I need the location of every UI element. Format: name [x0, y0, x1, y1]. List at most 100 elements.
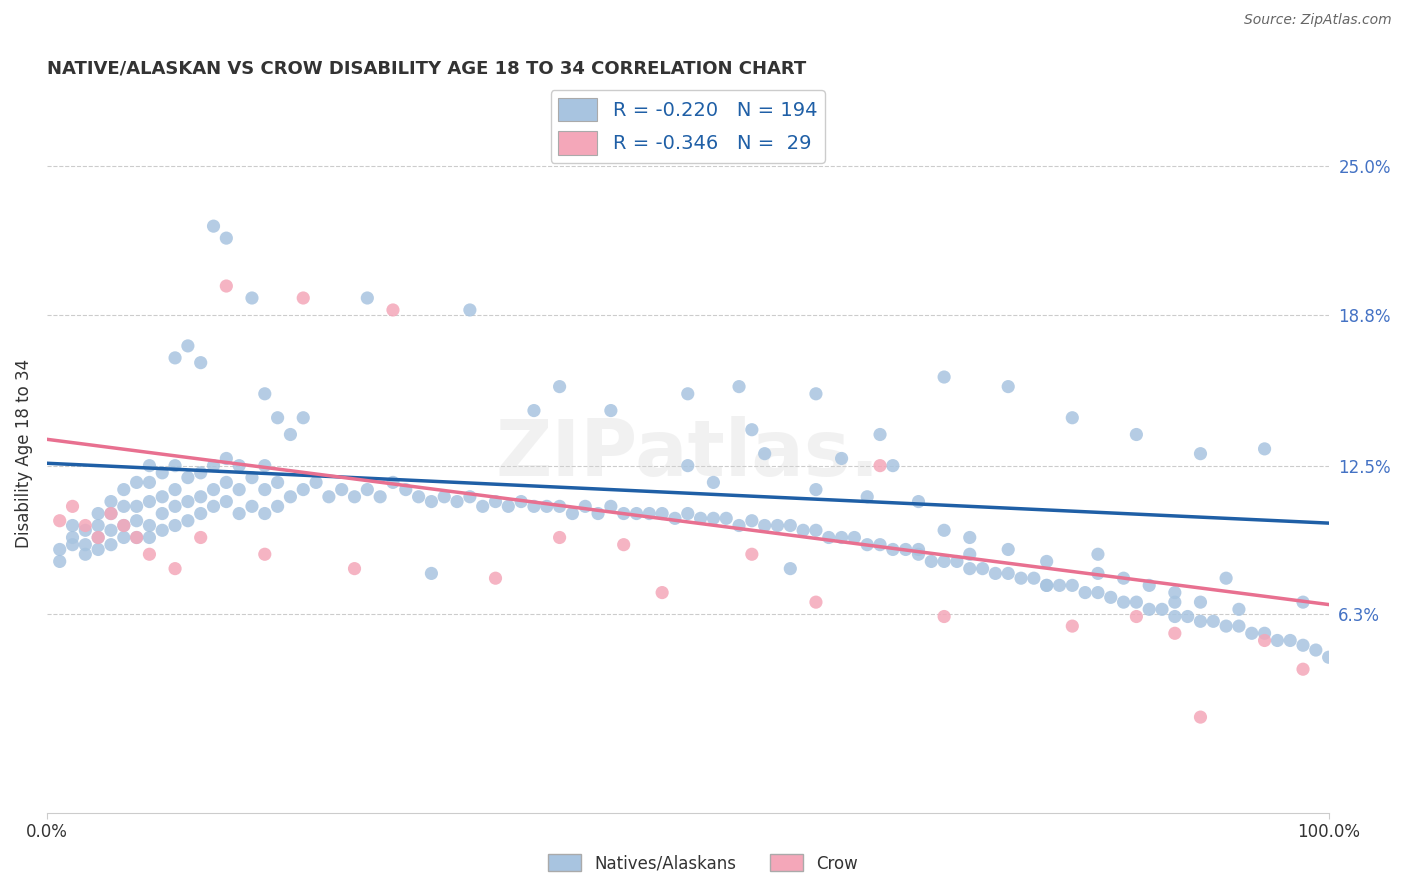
Point — [177, 339, 200, 353]
Point — [190, 507, 212, 521]
Point — [343, 561, 366, 575]
Point — [536, 500, 558, 514]
Point — [676, 386, 699, 401]
Point — [1035, 578, 1057, 592]
Point — [138, 458, 160, 473]
Point — [1240, 626, 1263, 640]
Point — [1227, 602, 1250, 616]
Point — [87, 531, 110, 545]
Point — [1279, 633, 1302, 648]
Point — [1177, 609, 1199, 624]
Point — [1317, 650, 1340, 665]
Point — [420, 566, 443, 581]
Point — [266, 475, 288, 490]
Point — [253, 458, 276, 473]
Point — [498, 500, 520, 514]
Point — [1099, 591, 1122, 605]
Point — [728, 379, 751, 393]
Point — [150, 524, 173, 538]
Point — [253, 547, 276, 561]
Point — [932, 554, 955, 568]
Point — [1062, 619, 1084, 633]
Point — [381, 475, 404, 490]
Point — [458, 490, 481, 504]
Point — [253, 483, 276, 497]
Point — [177, 494, 200, 508]
Point — [907, 542, 929, 557]
Point — [138, 531, 160, 545]
Point — [433, 490, 456, 504]
Point — [165, 500, 187, 514]
Point — [165, 518, 187, 533]
Point — [165, 351, 187, 365]
Point — [1267, 633, 1289, 648]
Legend: R = -0.220   N = 194, R = -0.346   N =  29: R = -0.220 N = 194, R = -0.346 N = 29 — [551, 90, 825, 162]
Point — [869, 427, 891, 442]
Point — [702, 475, 724, 490]
Point — [626, 507, 648, 521]
Point — [1112, 595, 1135, 609]
Point — [1189, 710, 1212, 724]
Point — [1087, 585, 1109, 599]
Point — [1150, 602, 1173, 616]
Point — [112, 531, 135, 545]
Point — [125, 500, 148, 514]
Point — [1035, 578, 1057, 592]
Point — [856, 490, 879, 504]
Point — [48, 542, 70, 557]
Point — [100, 507, 122, 521]
Point — [215, 475, 238, 490]
Point — [741, 423, 763, 437]
Point — [599, 403, 621, 417]
Point — [510, 494, 533, 508]
Point — [613, 538, 636, 552]
Point — [754, 447, 776, 461]
Point — [253, 386, 276, 401]
Point — [1125, 595, 1147, 609]
Point — [586, 507, 609, 521]
Point — [882, 458, 904, 473]
Point — [112, 500, 135, 514]
Point — [330, 483, 353, 497]
Text: NATIVE/ALASKAN VS CROW DISABILITY AGE 18 TO 34 CORRELATION CHART: NATIVE/ALASKAN VS CROW DISABILITY AGE 18… — [46, 60, 806, 78]
Point — [997, 566, 1019, 581]
Point — [202, 483, 225, 497]
Point — [792, 524, 814, 538]
Point — [240, 470, 263, 484]
Legend: Natives/Alaskans, Crow: Natives/Alaskans, Crow — [541, 847, 865, 880]
Point — [689, 511, 711, 525]
Point — [972, 561, 994, 575]
Point — [1292, 662, 1315, 676]
Point — [318, 490, 340, 504]
Point — [253, 507, 276, 521]
Point — [1137, 578, 1160, 592]
Point — [754, 518, 776, 533]
Point — [266, 500, 288, 514]
Point — [882, 542, 904, 557]
Point — [75, 524, 97, 538]
Point — [1292, 595, 1315, 609]
Point — [1022, 571, 1045, 585]
Point — [87, 518, 110, 533]
Point — [215, 279, 238, 293]
Point — [1215, 619, 1237, 633]
Point — [766, 518, 789, 533]
Point — [228, 458, 250, 473]
Point — [741, 547, 763, 561]
Point — [190, 356, 212, 370]
Point — [215, 451, 238, 466]
Point — [48, 514, 70, 528]
Point — [548, 500, 571, 514]
Point — [356, 291, 378, 305]
Point — [1062, 578, 1084, 592]
Point — [1125, 609, 1147, 624]
Point — [779, 518, 801, 533]
Point — [1137, 602, 1160, 616]
Point — [165, 561, 187, 575]
Point — [305, 475, 328, 490]
Point — [1189, 595, 1212, 609]
Point — [638, 507, 661, 521]
Point — [471, 500, 494, 514]
Point — [408, 490, 430, 504]
Point — [228, 483, 250, 497]
